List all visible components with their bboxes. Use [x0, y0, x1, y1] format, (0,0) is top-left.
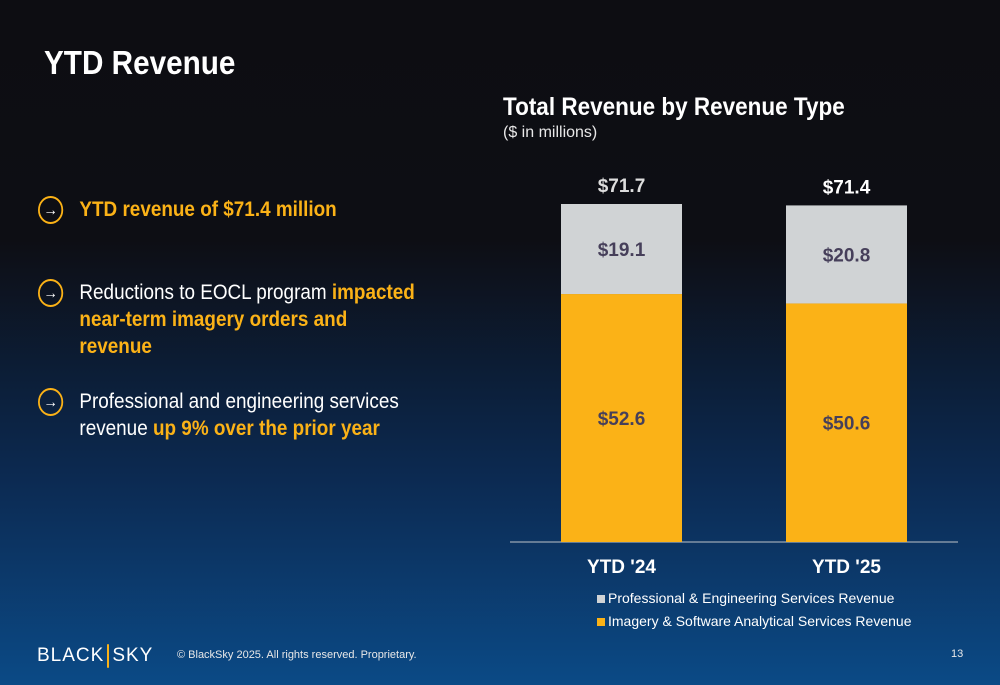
data-label: $52.6: [598, 409, 646, 430]
x-tick-label: YTD '25: [812, 557, 881, 578]
total-label: $71.7: [598, 176, 646, 197]
legend-swatch: [597, 618, 605, 626]
bar-segment: [786, 303, 907, 542]
bullet-2: → Reductions to EOCL program impacted ne…: [38, 279, 434, 360]
data-label: $19.1: [598, 240, 646, 261]
data-label: $50.6: [823, 414, 871, 435]
page-title: YTD Revenue: [44, 44, 236, 81]
bar-segment: [561, 294, 682, 542]
bullet-1: → YTD revenue of $71.4 million: [38, 196, 337, 224]
arrow-circle-icon: →: [38, 388, 64, 416]
arrow-circle-icon: →: [38, 279, 64, 307]
page-number: 13: [951, 648, 964, 660]
x-tick-label: YTD '24: [587, 557, 656, 578]
legend-item-imagery: Imagery & Software Analytical Services R…: [597, 613, 911, 629]
bar-segment: [561, 204, 682, 295]
data-label: $20.8: [823, 245, 871, 266]
arrow-circle-icon: →: [38, 196, 64, 224]
legend-item-professional: Professional & Engineering Services Reve…: [597, 590, 894, 606]
legend-swatch: [597, 595, 605, 603]
bullet-3: → Professional and engineering services …: [38, 388, 403, 442]
chart-title: Total Revenue by Revenue Type: [503, 93, 845, 121]
chart-subtitle: ($ in millions): [503, 124, 598, 141]
total-label: $71.4: [823, 177, 871, 198]
blacksky-logo: BLACK SKY: [37, 644, 154, 668]
bar-segment: [786, 205, 907, 304]
copyright: © BlackSky 2025. All rights reserved. Pr…: [177, 649, 417, 661]
